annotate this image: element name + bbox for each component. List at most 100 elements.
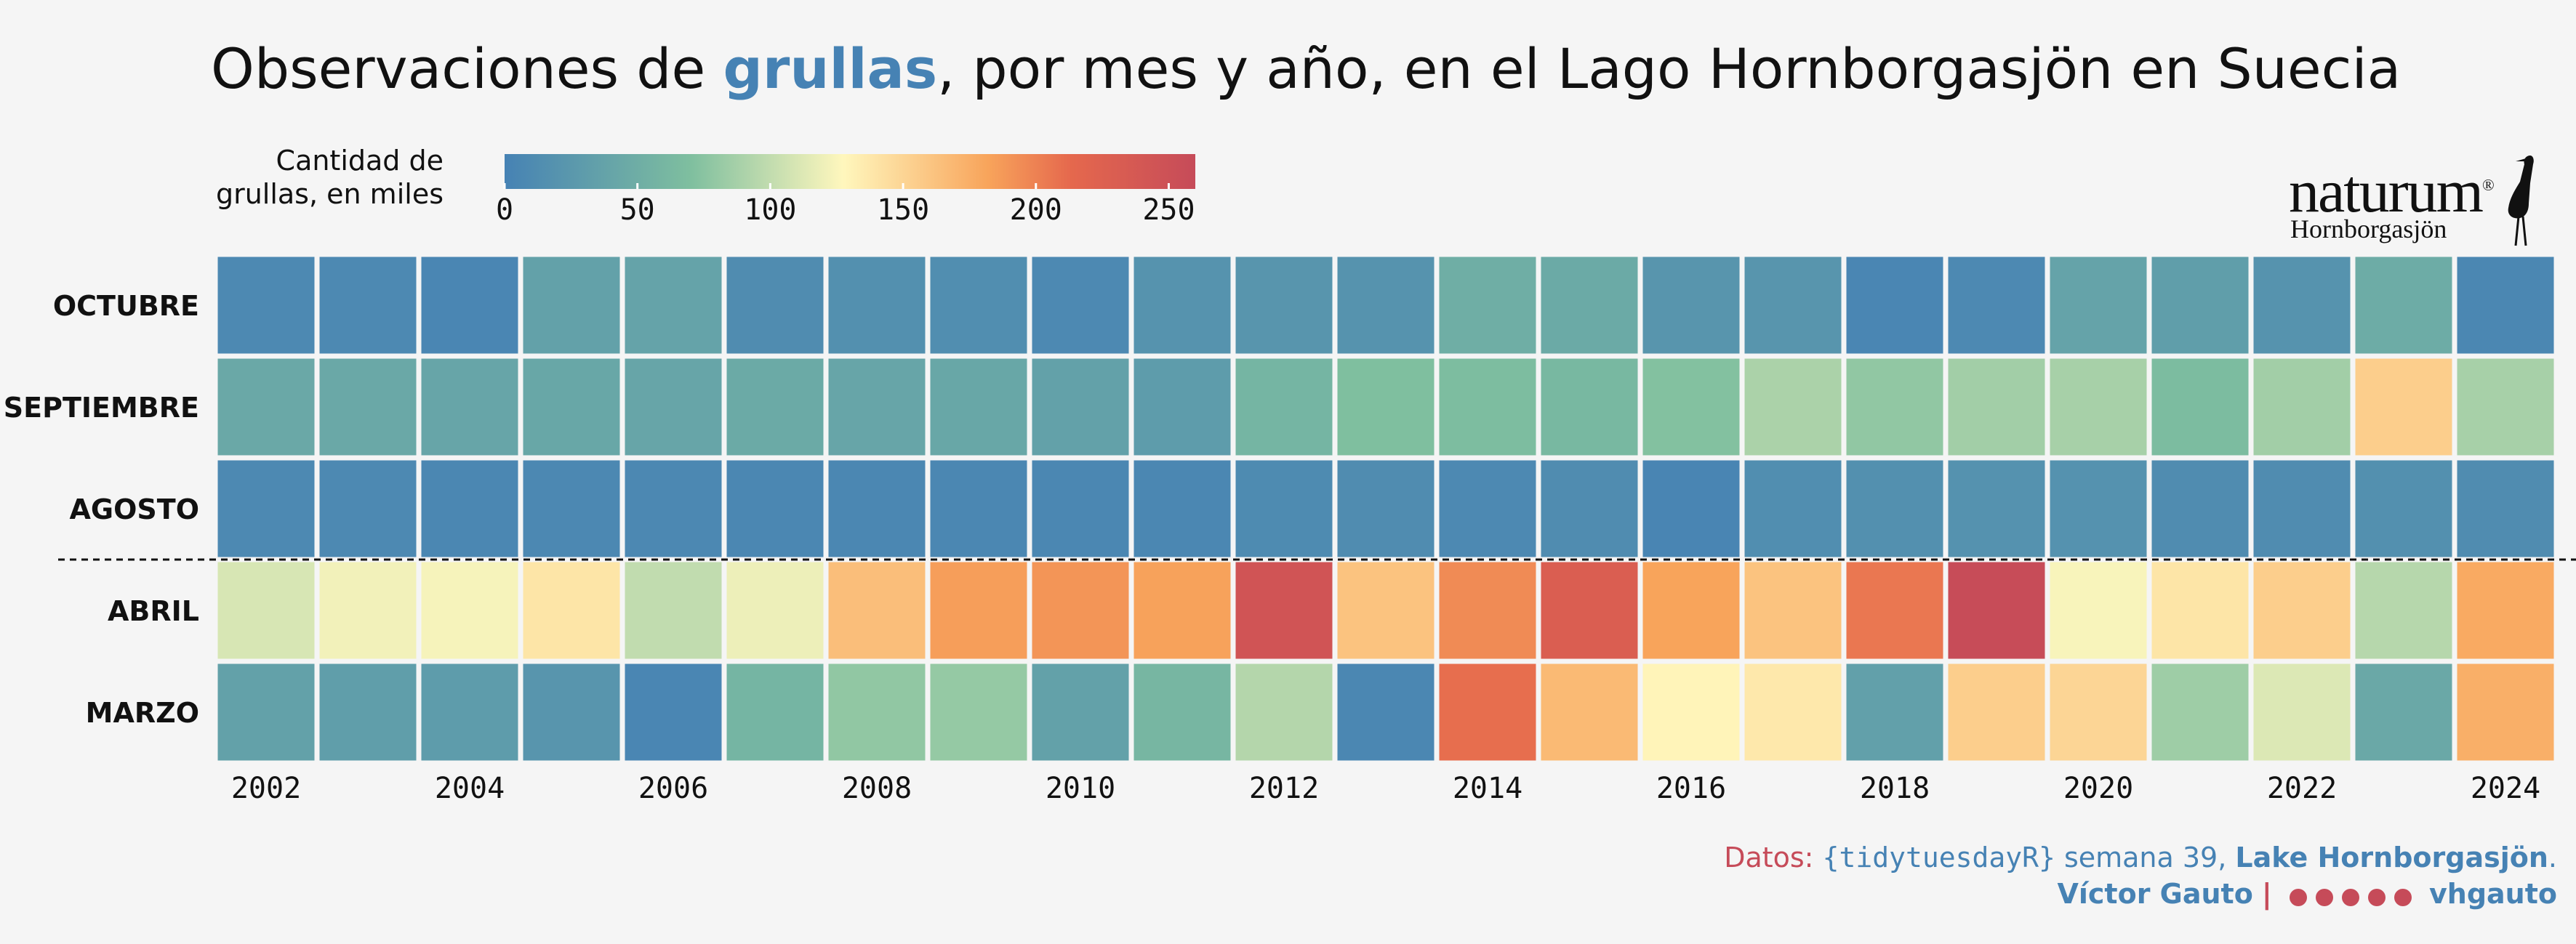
caption-week: semana 39,: [2055, 842, 2236, 874]
heatmap-cell: [1744, 257, 1842, 354]
heatmap-cell: [1235, 562, 1333, 659]
heatmap-cell: [1541, 663, 1638, 761]
caption: Datos: {tidytuesdayR} semana 39, Lake Ho…: [1724, 839, 2557, 914]
heatmap-cell: [726, 663, 824, 761]
heatmap-cell: [421, 358, 518, 456]
heatmap-cell: [1642, 358, 1740, 456]
heatmap-cell: [1032, 562, 1129, 659]
twitter-icon[interactable]: [2315, 889, 2333, 906]
heatmap-cell: [1541, 358, 1638, 456]
heatmap-cell: [828, 562, 926, 659]
heatmap-cell: [1235, 663, 1333, 761]
heatmap-cell: [1541, 257, 1638, 354]
heatmap-cell: [421, 663, 518, 761]
bluesky-icon[interactable]: [2394, 889, 2412, 906]
x-tick-label: 2018: [1860, 772, 1930, 805]
x-tick-label: 2014: [1453, 772, 1522, 805]
caption-author: Víctor Gauto: [2057, 878, 2253, 910]
heatmap-cell: [1439, 358, 1536, 456]
heatmap-cell: [2050, 460, 2147, 557]
legend-tick-label: 150: [877, 193, 929, 227]
instagram-icon[interactable]: [2341, 889, 2359, 906]
heatmap-cell: [2151, 257, 2249, 354]
heatmap-cell: [319, 358, 417, 456]
heatmap-cell: [523, 562, 620, 659]
heatmap-cell: [930, 358, 1027, 456]
heatmap-cell: [2355, 358, 2452, 456]
mastodon-icon[interactable]: [2367, 889, 2386, 906]
heatmap-cell: [1744, 358, 1842, 456]
heatmap: OCTUBRE SEPTIEMBRE AGOSTO ABRIL MARZO 2002 200…: [4, 257, 2576, 805]
heatmap-cell: [1846, 358, 1943, 456]
logo-subtitle: Hornborgasjön: [2290, 214, 2447, 243]
heatmap-cell: [828, 663, 926, 761]
heatmap-cell: [828, 460, 926, 557]
heatmap-cell: [1541, 460, 1638, 557]
heatmap-cell: [1948, 257, 2045, 354]
heatmap-cell: [421, 257, 518, 354]
heatmap-cell: [930, 257, 1027, 354]
github-icon[interactable]: [2289, 889, 2307, 906]
heatmap-cell: [2457, 257, 2554, 354]
heatmap-cell: [726, 358, 824, 456]
heatmap-cell: [2355, 460, 2452, 557]
heatmap-cell: [1948, 358, 2045, 456]
heatmap-cell: [523, 663, 620, 761]
heatmap-cell: [1642, 257, 1740, 354]
heatmap-cell: [625, 663, 722, 761]
heatmap-cell: [319, 257, 417, 354]
heatmap-cell: [2050, 663, 2147, 761]
heatmap-cell: [217, 663, 315, 761]
heatmap-cell: [726, 460, 824, 557]
caption-handle: vhgauto: [2429, 878, 2557, 910]
x-tick-label: 2022: [2267, 772, 2337, 805]
heatmap-cell: [1032, 460, 1129, 557]
heatmap-cell: [1133, 663, 1231, 761]
heatmap-cell: [2355, 562, 2452, 659]
row-label: ABRIL: [108, 595, 199, 627]
heatmap-cell: [1744, 460, 1842, 557]
heatmap-cell: [217, 460, 315, 557]
heatmap-cell: [1439, 257, 1536, 354]
heatmap-cell: [2355, 663, 2452, 761]
heatmap-cell: [2457, 358, 2554, 456]
heatmap-cell: [2151, 663, 2249, 761]
heatmap-cell: [1846, 257, 1943, 354]
x-tick-label: 2008: [842, 772, 912, 805]
heatmap-cell: [319, 562, 417, 659]
caption-period: .: [2548, 842, 2557, 874]
heatmap-cell: [1133, 257, 1231, 354]
legend-tick-label: 50: [620, 193, 655, 227]
heatmap-cell: [1337, 562, 1435, 659]
heatmap-cell: [1337, 358, 1435, 456]
heatmap-cell: [319, 460, 417, 557]
heatmap-cell: [1642, 562, 1740, 659]
heatmap-cell: [1235, 257, 1333, 354]
heatmap-cell: [2457, 663, 2554, 761]
heatmap-cell: [1948, 460, 2045, 557]
heatmap-cell: [2050, 257, 2147, 354]
heatmap-cell: [828, 358, 926, 456]
heatmap-cell: [523, 460, 620, 557]
heatmap-cell: [1744, 562, 1842, 659]
legend-title-line1: Cantidad de: [276, 145, 444, 177]
social-icons: [2285, 878, 2416, 914]
heatmap-cell: [1846, 663, 1943, 761]
title-highlight: grullas: [723, 36, 938, 101]
heatmap-cell: [625, 257, 722, 354]
heatmap-cell: [930, 562, 1027, 659]
heatmap-cell: [2253, 663, 2351, 761]
heatmap-cell: [319, 663, 417, 761]
heatmap-cell: [1337, 257, 1435, 354]
caption-separator: |: [2261, 878, 2272, 910]
heatmap-cell: [2253, 562, 2351, 659]
x-tick-label: 2016: [1656, 772, 1726, 805]
heatmap-cell: [1642, 460, 1740, 557]
heatmap-cell: [1439, 460, 1536, 557]
legend-tick-label: 100: [744, 193, 796, 227]
color-legend: 0 50 100 150 200 250: [496, 154, 1195, 227]
heatmap-cell: [2151, 358, 2249, 456]
logo-reg: ®: [2481, 176, 2495, 194]
heatmap-cell: [1133, 460, 1231, 557]
heatmap-cell: [523, 257, 620, 354]
